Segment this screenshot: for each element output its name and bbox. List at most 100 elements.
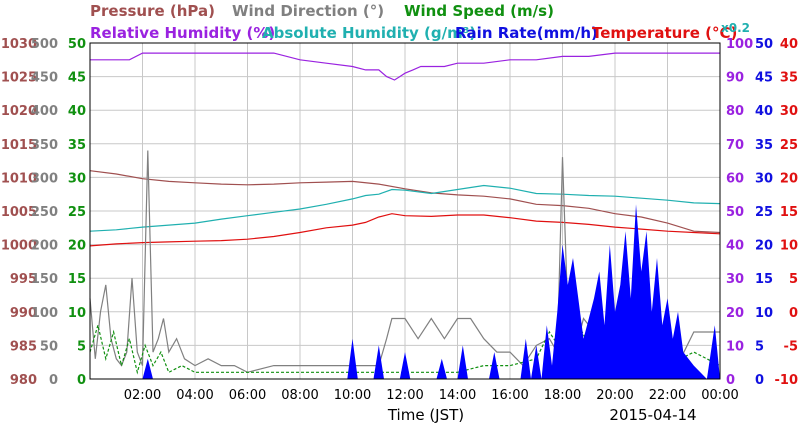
series-wind_speed <box>89 317 721 375</box>
series-rain_rate <box>90 204 720 379</box>
series-absolute_humidity <box>89 184 721 232</box>
axis-tick-temperature: -5 <box>784 339 798 354</box>
legend-scale-note: x0.2 <box>721 21 750 35</box>
axis-tick-humidity: 90 <box>726 71 744 86</box>
axis-tick-pressure: 1000 <box>1 239 37 254</box>
axis-tick-rain: 45 <box>755 71 773 86</box>
axis-tick-windspeed: 35 <box>68 138 86 153</box>
axis-tick-windspeed: 20 <box>68 239 86 254</box>
axis-tick-windspeed: 40 <box>68 104 86 119</box>
axis-tick-pressure: 980 <box>10 373 37 388</box>
axis-tick-humidity: 20 <box>726 306 744 321</box>
axis-tick-humidity: 30 <box>726 272 744 287</box>
x-tick-label: 06:00 <box>229 388 266 403</box>
axis-tick-humidity: 100 <box>726 37 753 52</box>
axis-tick-pressure: 1015 <box>1 138 37 153</box>
x-tick-label: 02:00 <box>124 388 161 403</box>
left-axes: 9809859909951000100510101015102010251030… <box>1 37 86 388</box>
axis-tick-winddir: 450 <box>31 71 58 86</box>
axis-tick-windspeed: 45 <box>68 71 86 86</box>
plot-series <box>89 52 721 379</box>
axis-tick-winddir: 200 <box>31 239 58 254</box>
axis-tick-rain: 20 <box>755 239 773 254</box>
axis-tick-windspeed: 5 <box>77 339 86 354</box>
axis-tick-rain: 30 <box>755 171 773 186</box>
axis-tick-temperature: 20 <box>780 171 798 186</box>
x-tick-label: 18:00 <box>544 388 581 403</box>
x-tick-label: 16:00 <box>491 388 528 403</box>
axis-tick-temperature: 30 <box>780 104 798 119</box>
axis-tick-rain: 15 <box>755 272 773 287</box>
plot-frame <box>89 42 721 380</box>
axis-tick-pressure: 1030 <box>1 37 37 52</box>
legend-wind-speed: Wind Speed (m/s) <box>404 2 554 20</box>
axis-tick-windspeed: 0 <box>77 373 86 388</box>
axis-tick-temperature: 25 <box>780 138 798 153</box>
axis-tick-temperature: 35 <box>780 71 798 86</box>
axis-tick-pressure: 1020 <box>1 104 37 119</box>
axis-tick-humidity: 60 <box>726 171 744 186</box>
axis-tick-pressure: 1025 <box>1 71 37 86</box>
axis-tick-pressure: 1005 <box>1 205 37 220</box>
axis-tick-winddir: 300 <box>31 171 58 186</box>
series-relative_humidity <box>90 52 720 81</box>
axis-tick-pressure: 990 <box>10 306 37 321</box>
axis-tick-humidity: 80 <box>726 104 744 119</box>
axis-tick-rain: 25 <box>755 205 773 220</box>
axis-tick-winddir: 400 <box>31 104 58 119</box>
legend-pressure: Pressure (hPa) <box>90 2 215 20</box>
x-tick-label: 08:00 <box>281 388 318 403</box>
axis-tick-winddir: 250 <box>31 205 58 220</box>
legend: Pressure (hPa) Wind Direction (°) Wind S… <box>90 2 750 42</box>
x-tick-label: 04:00 <box>176 388 213 403</box>
x-axis-ticks: 02:00 04:00 06:00 08:00 10:00 12:00 14:00 16:00… <box>124 388 739 403</box>
axis-tick-winddir: 350 <box>31 138 58 153</box>
axis-tick-windspeed: 15 <box>68 272 86 287</box>
axis-tick-winddir: 50 <box>40 339 58 354</box>
axis-tick-rain: 0 <box>755 373 764 388</box>
legend-relative-humidity: Relative Humidity (%) <box>90 24 275 42</box>
axis-tick-winddir: 0 <box>49 373 58 388</box>
axis-tick-pressure: 995 <box>10 272 37 287</box>
axis-tick-temperature: 0 <box>789 306 798 321</box>
axis-tick-windspeed: 50 <box>68 37 86 52</box>
x-tick-label: 20:00 <box>596 388 633 403</box>
axis-tick-rain: 35 <box>755 138 773 153</box>
x-axis-label: Time (JST) <box>387 406 464 424</box>
x-tick-label: 14:00 <box>439 388 476 403</box>
legend-absolute-humidity: Absolute Humidity (g/m³) <box>262 24 476 42</box>
legend-temperature: Temperature (°C) <box>592 24 737 42</box>
date-label: 2015-04-14 <box>609 406 696 424</box>
axis-tick-rain: 50 <box>755 37 773 52</box>
series-temperature <box>89 213 721 247</box>
axis-tick-temperature: 40 <box>780 37 798 52</box>
axis-tick-winddir: 100 <box>31 306 58 321</box>
axis-tick-winddir: 500 <box>31 37 58 52</box>
axis-tick-humidity: 70 <box>726 138 744 153</box>
axis-tick-temperature: -10 <box>775 373 799 388</box>
x-tick-label: 12:00 <box>386 388 423 403</box>
x-tick-label: 22:00 <box>649 388 686 403</box>
axis-tick-rain: 40 <box>755 104 773 119</box>
right-axes: 0102030405060708090100051015202530354045… <box>726 37 798 388</box>
x-tick-label: 10:00 <box>334 388 371 403</box>
legend-rain-rate: Rain Rate(mm/h) <box>455 24 598 42</box>
axis-tick-humidity: 10 <box>726 339 744 354</box>
axis-tick-rain: 5 <box>755 339 764 354</box>
legend-wind-direction: Wind Direction (°) <box>232 2 384 20</box>
axis-tick-humidity: 0 <box>726 373 735 388</box>
axis-tick-temperature: 10 <box>780 239 798 254</box>
axis-tick-humidity: 40 <box>726 239 744 254</box>
x-tick-label: 00:00 <box>701 388 738 403</box>
axis-tick-winddir: 150 <box>31 272 58 287</box>
axis-tick-humidity: 50 <box>726 205 744 220</box>
axis-tick-pressure: 985 <box>10 339 37 354</box>
axis-tick-windspeed: 10 <box>68 306 86 321</box>
series-pressure <box>89 170 721 234</box>
axis-tick-pressure: 1010 <box>1 171 37 186</box>
axis-tick-temperature: 5 <box>789 272 798 287</box>
axis-tick-windspeed: 25 <box>68 205 86 220</box>
axis-tick-temperature: 15 <box>780 205 798 220</box>
axis-tick-rain: 10 <box>755 306 773 321</box>
